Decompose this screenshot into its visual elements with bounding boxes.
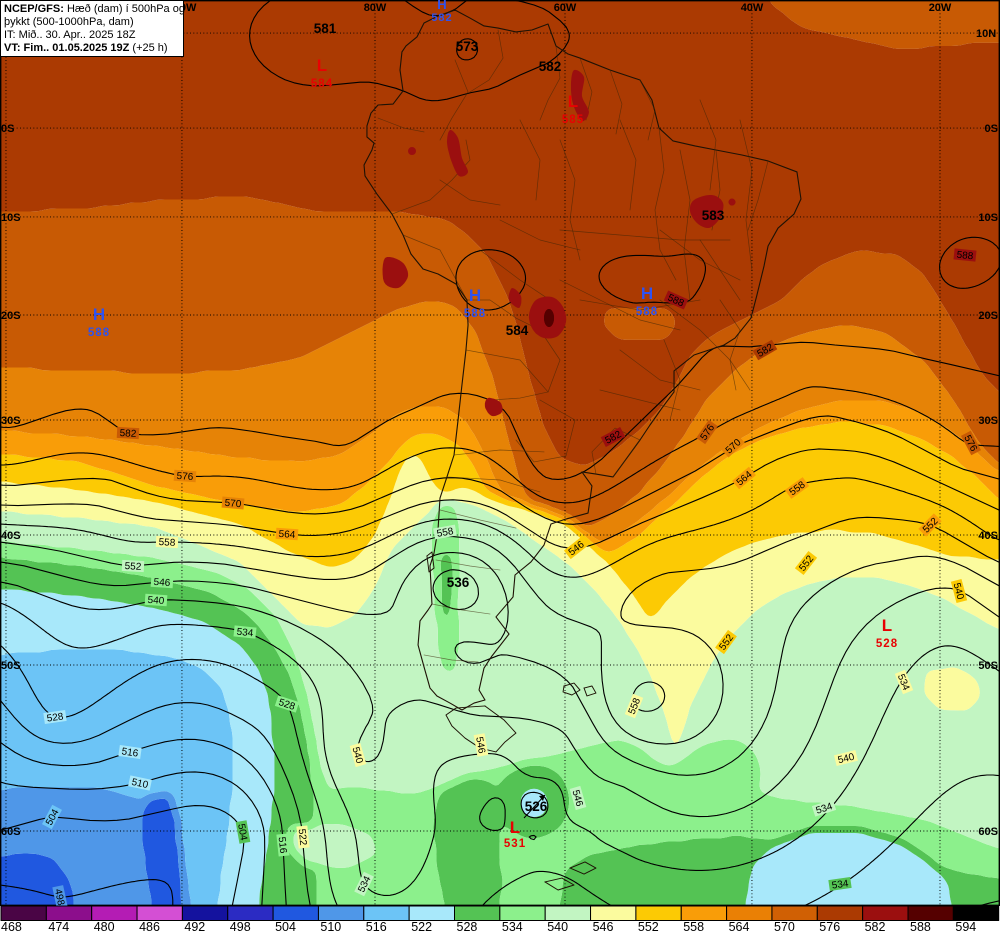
- svg-text:20S: 20S: [978, 310, 998, 322]
- svg-text:20W: 20W: [929, 2, 952, 14]
- svg-text:582: 582: [865, 920, 886, 934]
- svg-text:504: 504: [235, 823, 249, 842]
- svg-text:10S: 10S: [1, 212, 21, 224]
- svg-text:40W: 40W: [741, 2, 764, 14]
- svg-text:588: 588: [910, 920, 931, 934]
- svg-text:582: 582: [539, 59, 562, 74]
- svg-text:50S: 50S: [1, 660, 21, 672]
- svg-text:498: 498: [230, 920, 251, 934]
- svg-text:582: 582: [431, 12, 452, 24]
- svg-text:10S: 10S: [978, 212, 998, 224]
- svg-text:564: 564: [278, 529, 296, 541]
- svg-text:L: L: [568, 92, 578, 111]
- svg-text:528: 528: [876, 638, 898, 650]
- svg-text:540: 540: [147, 595, 165, 607]
- svg-text:510: 510: [320, 920, 341, 934]
- svg-text:60S: 60S: [1, 826, 21, 838]
- svg-text:534: 534: [831, 878, 849, 891]
- svg-text:522: 522: [411, 920, 432, 934]
- svg-text:20S: 20S: [1, 310, 21, 322]
- svg-text:40S: 40S: [1, 530, 21, 542]
- svg-text:50S: 50S: [978, 660, 998, 672]
- svg-text:588: 588: [464, 308, 486, 320]
- svg-text:552: 552: [638, 920, 659, 934]
- svg-text:L: L: [882, 616, 892, 635]
- svg-text:504: 504: [275, 920, 296, 934]
- svg-text:528: 528: [277, 697, 297, 713]
- svg-text:510: 510: [130, 777, 149, 791]
- svg-text:584: 584: [506, 323, 529, 338]
- svg-text:498: 498: [52, 888, 66, 907]
- svg-text:534: 534: [815, 801, 835, 817]
- svg-text:516: 516: [366, 920, 387, 934]
- svg-text:558: 558: [683, 920, 704, 934]
- svg-text:IT: Mið.. 30. Apr.. 2025 18Z: IT: Mið.. 30. Apr.. 2025 18Z: [4, 29, 136, 41]
- svg-text:570: 570: [774, 920, 795, 934]
- svg-text:474: 474: [48, 920, 69, 934]
- svg-text:þykkt (500-1000hPa, dam): þykkt (500-1000hPa, dam): [4, 16, 134, 28]
- svg-text:546: 546: [153, 577, 171, 589]
- svg-text:531: 531: [504, 838, 526, 850]
- svg-text:546: 546: [569, 789, 584, 808]
- svg-text:546: 546: [593, 920, 614, 934]
- svg-text:585: 585: [562, 114, 584, 126]
- svg-text:594: 594: [955, 920, 976, 934]
- svg-text:540: 540: [837, 752, 856, 767]
- svg-text:546: 546: [473, 736, 487, 755]
- svg-text:492: 492: [184, 920, 205, 934]
- svg-text:536: 536: [447, 575, 470, 590]
- svg-text:573: 573: [456, 39, 479, 54]
- svg-text:564: 564: [729, 920, 750, 934]
- svg-text:30S: 30S: [1, 415, 21, 427]
- svg-text:0S: 0S: [985, 123, 998, 135]
- svg-text:583: 583: [702, 208, 725, 223]
- svg-text:534: 534: [236, 627, 254, 640]
- svg-text:468: 468: [1, 920, 22, 934]
- svg-text:NCEP/GFS: Hæð (dam) í 500hPa o: NCEP/GFS: Hæð (dam) í 500hPa og: [4, 3, 185, 15]
- svg-text:VT: Fim.. 01.05.2025 19Z (+25: VT: Fim.. 01.05.2025 19Z (+25 h): [4, 42, 168, 54]
- svg-text:540: 540: [547, 920, 568, 934]
- svg-text:0S: 0S: [1, 123, 14, 135]
- svg-text:528: 528: [457, 920, 478, 934]
- svg-text:576: 576: [819, 920, 840, 934]
- svg-text:540: 540: [349, 746, 364, 765]
- svg-text:H: H: [469, 286, 481, 305]
- svg-text:H: H: [641, 284, 653, 303]
- svg-text:L: L: [510, 818, 520, 837]
- svg-text:H: H: [437, 0, 446, 12]
- svg-text:588: 588: [956, 250, 974, 263]
- svg-text:552: 552: [124, 561, 142, 573]
- svg-text:H: H: [93, 305, 105, 324]
- svg-text:480: 480: [94, 920, 115, 934]
- svg-text:558: 558: [158, 537, 176, 549]
- svg-text:540: 540: [951, 582, 966, 601]
- svg-text:588: 588: [88, 327, 110, 339]
- svg-text:576: 576: [176, 471, 194, 483]
- svg-text:570: 570: [224, 498, 242, 510]
- svg-text:584: 584: [311, 78, 333, 90]
- svg-text:558: 558: [436, 526, 455, 540]
- svg-text:528: 528: [46, 711, 64, 724]
- svg-text:10N: 10N: [976, 28, 996, 40]
- svg-text:522: 522: [296, 828, 309, 846]
- svg-text:80W: 80W: [364, 2, 387, 14]
- svg-text:581: 581: [314, 21, 337, 36]
- svg-text:588: 588: [636, 306, 658, 318]
- svg-text:30S: 30S: [978, 415, 998, 427]
- svg-text:40S: 40S: [978, 530, 998, 542]
- svg-text:L: L: [317, 56, 327, 75]
- svg-text:526: 526: [525, 799, 548, 814]
- svg-text:60W: 60W: [554, 2, 577, 14]
- svg-text:534: 534: [502, 920, 523, 934]
- svg-text:516: 516: [121, 746, 139, 759]
- svg-text:60S: 60S: [978, 826, 998, 838]
- svg-text:516: 516: [276, 836, 289, 854]
- svg-text:582: 582: [119, 428, 137, 440]
- svg-text:486: 486: [139, 920, 160, 934]
